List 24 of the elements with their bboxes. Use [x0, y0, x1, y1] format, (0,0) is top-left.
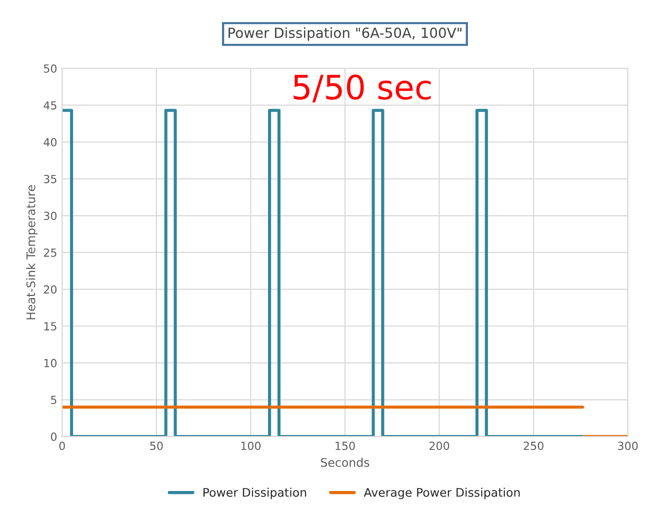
legend-label: Average Power Dissipation [364, 488, 520, 500]
x-tick-label: 300 [618, 442, 638, 450]
y-tick-label: 45 [44, 101, 56, 110]
y-tick-label: 0 [50, 432, 57, 441]
y-axis-title: Heat-Sink Temperature [26, 185, 38, 320]
x-tick-label: 50 [150, 442, 163, 450]
x-tick-label: 100 [241, 442, 261, 450]
y-tick-label: 15 [44, 322, 56, 330]
y-tick-label: 25 [44, 248, 56, 257]
annotation: 5/50 sec [294, 74, 431, 102]
x-tick-label: 250 [524, 442, 544, 450]
y-tick-label: 40 [44, 138, 57, 146]
x-tick-label: 200 [429, 442, 450, 450]
y-tick-label: 10 [44, 358, 57, 368]
x-tick-label: 150 [336, 442, 355, 450]
y-tick-label: 50 [44, 64, 57, 73]
x-tick-label: 0 [59, 442, 65, 450]
y-tick-label: 5 [51, 396, 56, 404]
y-tick-label: 30 [44, 212, 57, 220]
x-axis-title: Seconds [320, 458, 370, 467]
y-tick-label: 20 [44, 285, 57, 294]
y-tick-label: 35 [44, 174, 56, 184]
chart-title: Power Dissipation "6A-50A, 100V" [228, 27, 462, 41]
legend-label: Power Dissipation [203, 488, 306, 500]
